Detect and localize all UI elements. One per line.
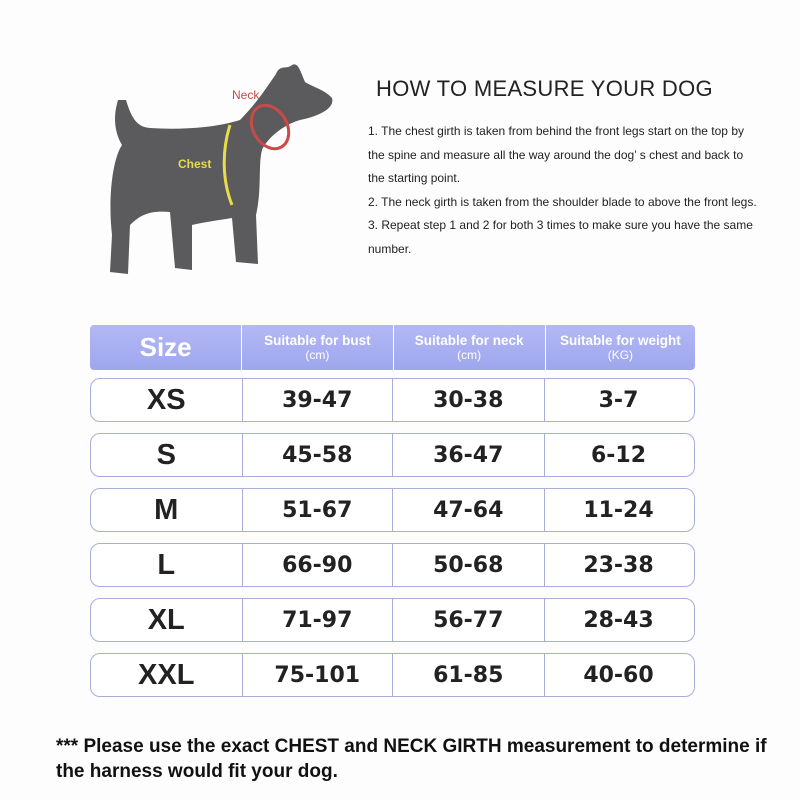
value-cell: 39-47 [243, 379, 393, 421]
size-cell: XL [91, 599, 243, 641]
value-cell: 28-43 [583, 607, 654, 633]
value-cell: 47-64 [393, 489, 545, 531]
neck-label: Neck [232, 88, 260, 102]
value-cell: 66-90 [243, 544, 393, 586]
value-cell: 3-7 [598, 387, 639, 413]
header-label: Suitable for weight [559, 332, 681, 348]
step: 1. The chest girth is taken from behind … [368, 124, 744, 185]
value-cell: 61-85 [393, 654, 545, 696]
header-label: Suitable for bust [264, 332, 371, 348]
value-cell: 45-58 [243, 434, 393, 476]
header-label: Suitable for neck [414, 332, 524, 348]
value-cell: 51-67 [243, 489, 393, 531]
table-row: L 66-90 50-68 23-38 [90, 543, 695, 587]
header-cell: Suitable for neck (cm) [394, 325, 546, 370]
value-cell: 11-24 [583, 497, 654, 523]
size-cell: L [91, 544, 243, 586]
value-cell: 75-101 [243, 654, 393, 696]
value-cell: 6-12 [590, 442, 647, 468]
value-cell: 56-77 [393, 599, 545, 641]
instructions-title: HOW TO MEASURE YOUR DOG [376, 76, 713, 101]
value-cell: 50-68 [393, 544, 545, 586]
size-cell: M [91, 489, 243, 531]
size-cell: XXL [91, 654, 243, 696]
header-cell: Suitable for weight (KG) [546, 325, 695, 370]
header-cell: Suitable for bust (cm) [242, 325, 394, 370]
table-header: Size Suitable for bust (cm) Suitable for ne… [90, 325, 695, 370]
header-unit: (KG) [607, 347, 634, 362]
dog-silhouette [110, 64, 333, 275]
header-unit: (cm) [305, 347, 330, 362]
value-cell: 30-38 [393, 379, 545, 421]
chest-label: Chest [178, 157, 211, 171]
neck-marker [249, 103, 291, 151]
note: *** Please use the exact CHEST and NECK … [56, 736, 767, 782]
value-cell: 40-60 [583, 662, 654, 688]
value-cell: 36-47 [393, 434, 545, 476]
value-cell: 71-97 [243, 599, 393, 641]
table-row: S 45-58 36-47 6-12 [90, 433, 695, 477]
table-row: XXL 75-101 61-85 40-60 [90, 653, 695, 697]
table-row: XS 39-47 30-38 3-7 [90, 378, 695, 422]
step: 2. The neck girth is taken from the shou… [368, 194, 757, 209]
size-cell: S [91, 434, 243, 476]
size-cell: XS [91, 379, 243, 421]
step: 3. Repeat step 1 and 2 for both 3 times … [368, 218, 753, 256]
value-cell: 23-38 [583, 552, 654, 578]
header-unit: (cm) [457, 347, 482, 362]
table-row: M 51-67 47-64 11-24 [90, 488, 695, 532]
table-row: XL 71-97 56-77 28-43 [90, 598, 695, 642]
header-cell: Size [90, 325, 243, 370]
dog-diagram: Neck Chest [110, 64, 333, 275]
header-label: Size [139, 332, 192, 362]
chest-marker [222, 124, 234, 206]
instructions-steps: 1. The chest girth is taken from behind … [368, 120, 763, 261]
